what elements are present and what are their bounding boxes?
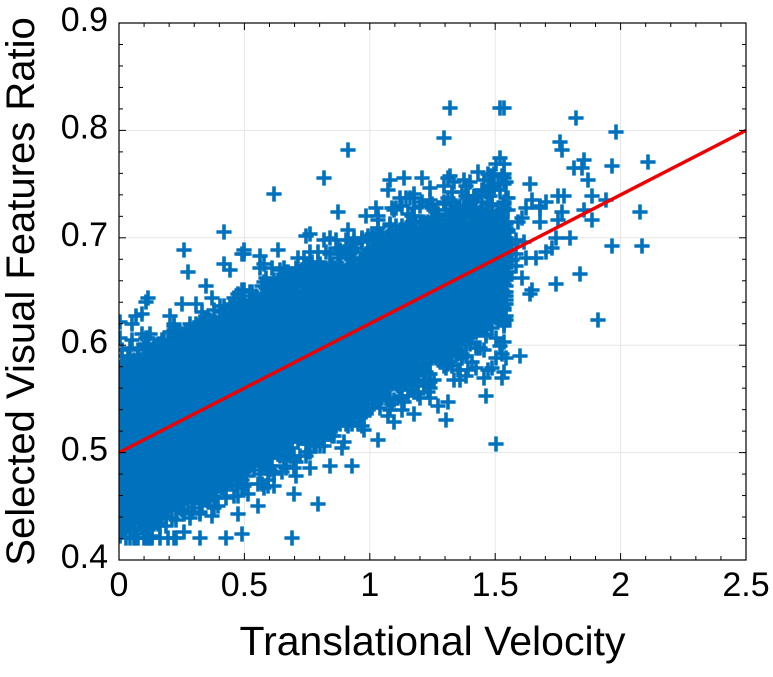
svg-text:Selected Visual Features Ratio: Selected Visual Features Ratio <box>0 17 43 565</box>
svg-text:1.5: 1.5 <box>472 566 519 604</box>
svg-text:2.5: 2.5 <box>722 566 769 604</box>
svg-text:0.5: 0.5 <box>221 566 268 604</box>
svg-text:0.8: 0.8 <box>61 108 108 146</box>
svg-text:0.5: 0.5 <box>61 431 108 469</box>
svg-text:0.6: 0.6 <box>61 323 108 361</box>
svg-text:Translational Velocity: Translational Velocity <box>240 618 626 664</box>
svg-text:1: 1 <box>360 566 379 604</box>
svg-text:0: 0 <box>110 566 129 604</box>
svg-text:0.4: 0.4 <box>61 538 108 576</box>
svg-text:0.7: 0.7 <box>61 216 108 254</box>
svg-text:2: 2 <box>611 566 630 604</box>
svg-text:0.9: 0.9 <box>61 1 108 39</box>
